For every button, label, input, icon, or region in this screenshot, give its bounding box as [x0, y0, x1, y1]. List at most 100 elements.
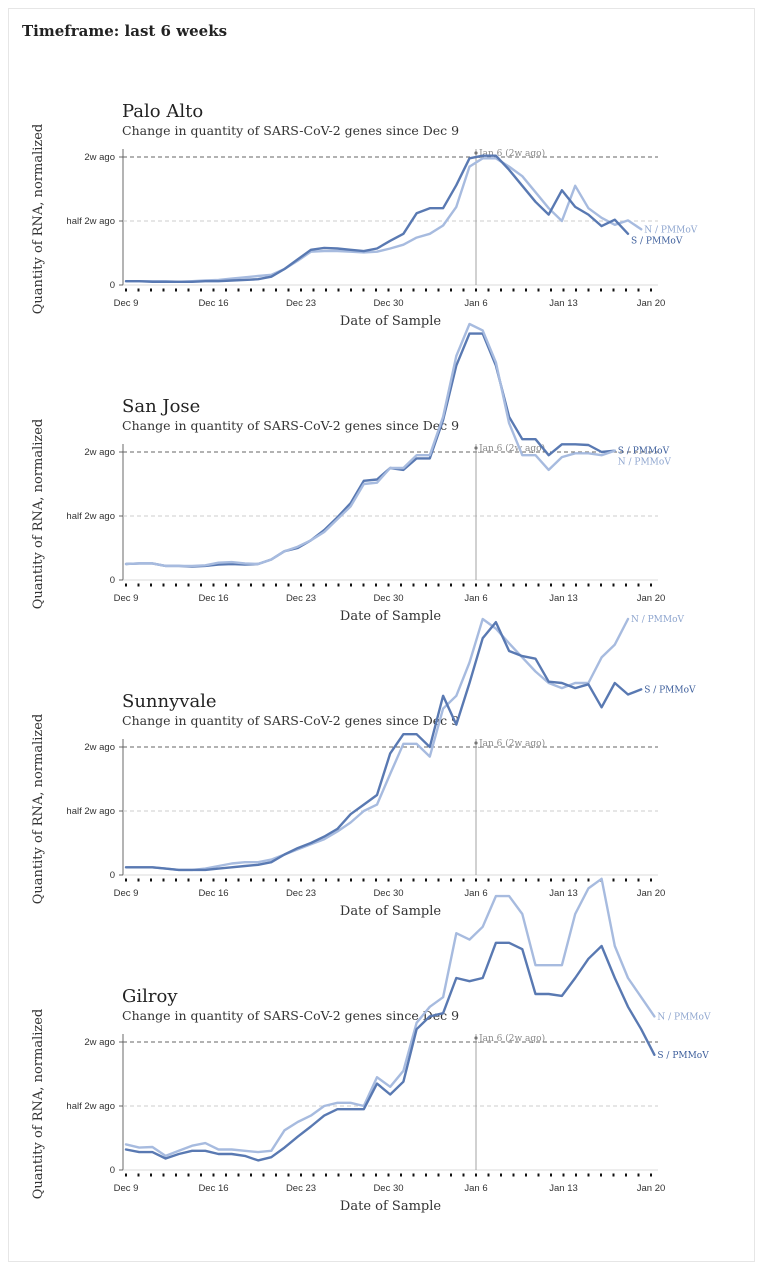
x-tick-label: Dec 23 — [286, 888, 316, 899]
x-day-tick — [525, 1173, 527, 1177]
x-day-tick — [537, 583, 540, 587]
x-day-tick — [275, 1173, 277, 1177]
x-day-tick — [337, 288, 340, 292]
x-day-tick — [162, 878, 165, 882]
x-day-tick — [337, 1173, 340, 1177]
x-day-tick — [450, 288, 452, 292]
x-day-tick — [587, 1173, 590, 1177]
x-day-tick — [450, 583, 452, 587]
x-tick-label: Jan 20 — [637, 298, 666, 309]
y-tick-label: 2w ago — [84, 152, 115, 163]
x-day-tick — [625, 1173, 627, 1177]
y-tick-label: half 2w ago — [66, 216, 115, 227]
x-day-tick — [175, 288, 177, 292]
x-day-tick — [337, 583, 340, 587]
jan6-annotation: Jan 6 (2w ago) — [478, 148, 545, 159]
x-day-tick — [325, 583, 327, 587]
x-day-tick — [462, 1173, 465, 1177]
x-day-tick — [350, 288, 352, 292]
jan6-reference-dot — [474, 1036, 478, 1040]
chart-subtitle: Change in quantity of SARS-CoV-2 genes s… — [122, 1008, 459, 1023]
timeframe-label: Timeframe: last 6 weeks — [22, 22, 228, 40]
y-axis-title: Quantity of RNA, normalized — [31, 1009, 46, 1200]
x-day-tick — [512, 583, 515, 587]
x-day-tick — [187, 1173, 190, 1177]
x-day-tick — [475, 878, 477, 882]
x-day-tick — [362, 583, 365, 587]
x-day-tick — [500, 1173, 502, 1177]
x-day-tick — [500, 583, 502, 587]
x-axis-title: Date of Sample — [340, 1199, 441, 1214]
x-day-tick — [550, 878, 552, 882]
y-tick-label: 0 — [110, 575, 115, 586]
x-day-tick — [212, 878, 215, 882]
x-day-tick — [212, 583, 215, 587]
x-day-tick — [225, 583, 227, 587]
x-day-tick — [425, 583, 427, 587]
x-day-tick — [312, 1173, 315, 1177]
x-day-tick — [650, 288, 652, 292]
x-day-tick — [437, 1173, 440, 1177]
x-day-tick — [637, 583, 640, 587]
x-day-tick — [212, 1173, 215, 1177]
x-day-tick — [562, 878, 565, 882]
chart-title: San Jose — [122, 396, 200, 417]
x-day-tick — [462, 288, 465, 292]
x-day-tick — [525, 878, 527, 882]
x-day-tick — [375, 583, 377, 587]
x-day-tick — [537, 1173, 540, 1177]
x-day-tick — [175, 1173, 177, 1177]
y-tick-label: 2w ago — [84, 1037, 115, 1048]
x-tick-label: Dec 9 — [114, 888, 139, 899]
series-line-n — [124, 617, 630, 872]
x-day-tick — [187, 288, 190, 292]
x-day-tick — [150, 583, 152, 587]
chart-title: Gilroy — [122, 986, 178, 1007]
series-end-label: N / PMMoV — [644, 225, 698, 235]
x-day-tick — [587, 878, 590, 882]
series-line-s — [124, 941, 656, 1162]
x-day-tick — [212, 288, 215, 292]
x-day-tick — [625, 878, 627, 882]
x-tick-label: Dec 9 — [114, 298, 139, 309]
x-day-tick — [537, 878, 540, 882]
x-tick-label: Jan 13 — [549, 298, 578, 309]
chart-subtitle: Change in quantity of SARS-CoV-2 genes s… — [122, 123, 459, 138]
x-day-tick — [400, 1173, 402, 1177]
x-day-tick — [400, 583, 402, 587]
x-day-tick — [612, 878, 615, 882]
y-tick-label: 0 — [110, 1165, 115, 1176]
x-day-tick — [300, 583, 302, 587]
x-day-tick — [400, 288, 402, 292]
x-day-tick — [387, 878, 390, 882]
x-tick-label: Jan 6 — [464, 593, 487, 604]
y-axis-title: Quantity of RNA, normalized — [31, 124, 46, 315]
x-day-tick — [475, 288, 477, 292]
x-day-tick — [175, 583, 177, 587]
x-day-tick — [512, 1173, 515, 1177]
x-day-tick — [400, 878, 402, 882]
chart-subtitle: Change in quantity of SARS-CoV-2 genes s… — [122, 418, 459, 433]
x-day-tick — [487, 878, 490, 882]
x-tick-label: Dec 16 — [198, 298, 228, 309]
x-day-tick — [325, 288, 327, 292]
x-day-tick — [650, 878, 652, 882]
x-day-tick — [350, 583, 352, 587]
x-day-tick — [250, 1173, 252, 1177]
x-day-tick — [262, 1173, 265, 1177]
x-day-tick — [512, 288, 515, 292]
x-day-tick — [537, 288, 540, 292]
x-day-tick — [262, 878, 265, 882]
x-day-tick — [362, 1173, 365, 1177]
x-day-tick — [200, 878, 202, 882]
x-day-tick — [475, 1173, 477, 1177]
x-day-tick — [425, 1173, 427, 1177]
x-day-tick — [162, 583, 165, 587]
x-tick-label: Dec 16 — [198, 593, 228, 604]
x-day-tick — [600, 288, 602, 292]
x-axis-title: Date of Sample — [340, 904, 441, 919]
x-day-tick — [225, 288, 227, 292]
x-day-tick — [125, 288, 127, 292]
